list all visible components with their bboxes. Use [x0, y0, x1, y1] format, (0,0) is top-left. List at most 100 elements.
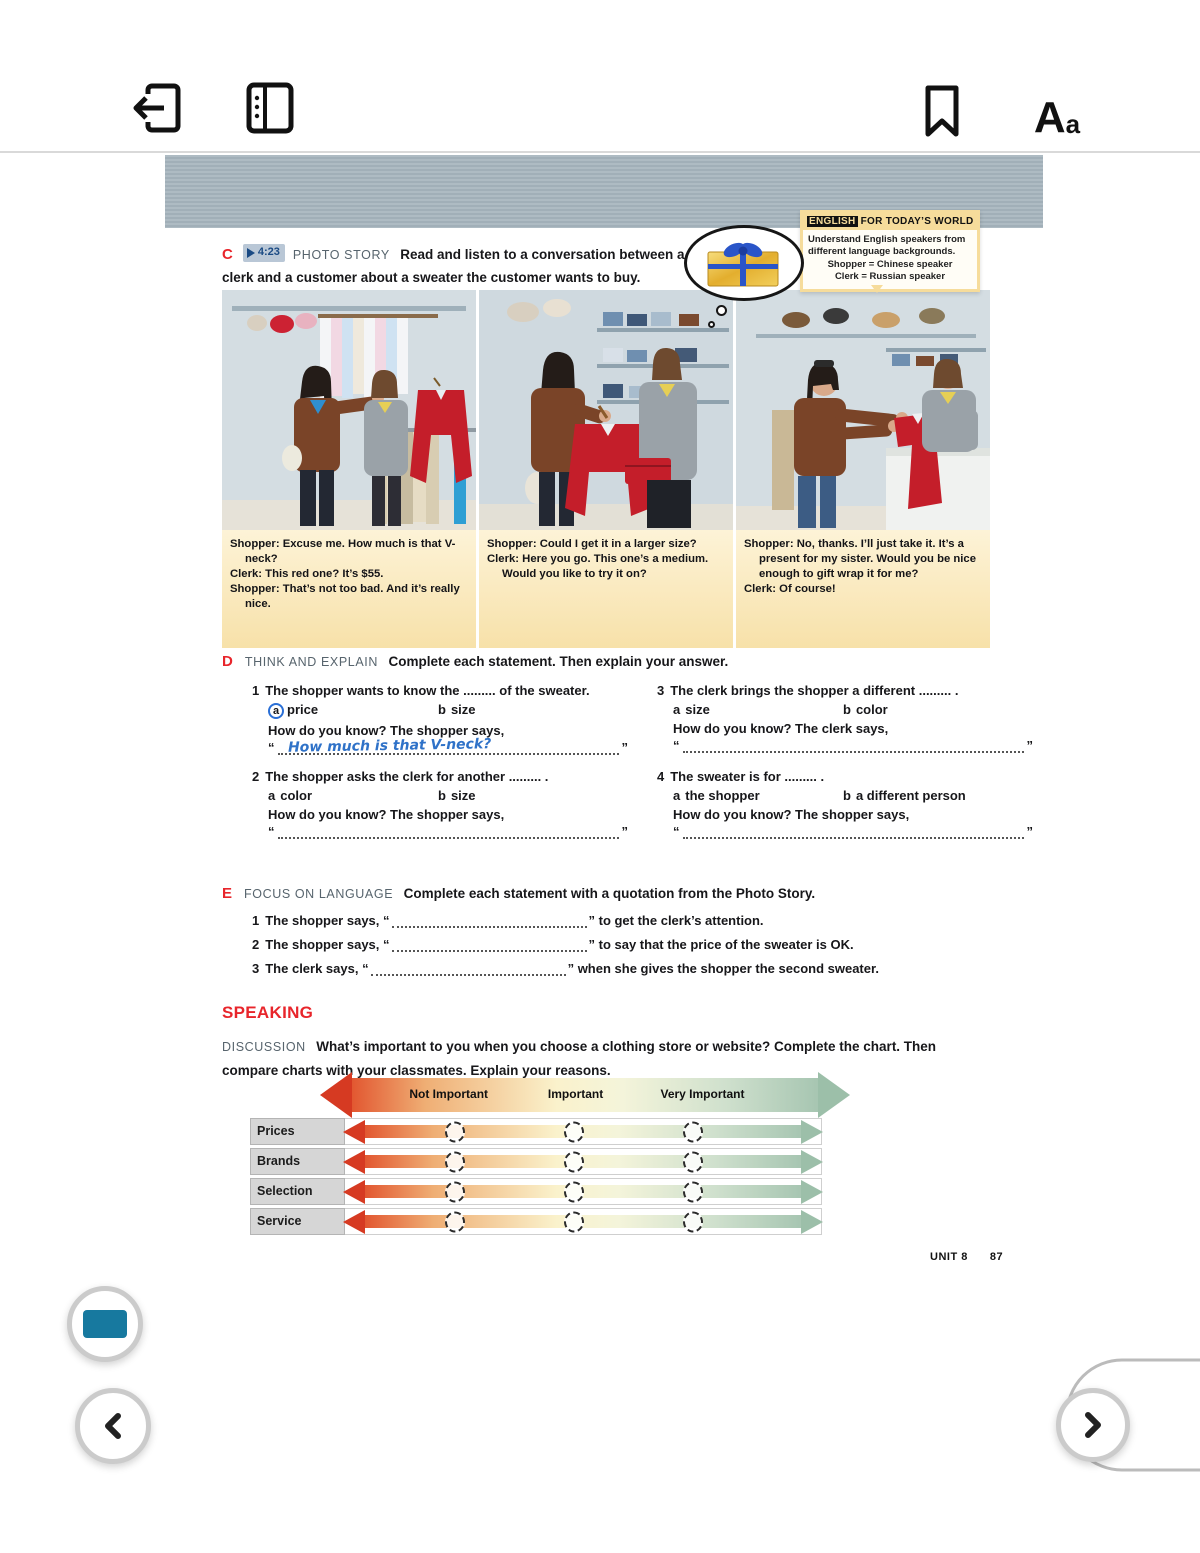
section-d-questions: 1 The shopper wants to know the .........… — [252, 683, 1042, 839]
option-a[interactable]: a — [673, 788, 681, 803]
brands-very-important-circle[interactable] — [683, 1151, 703, 1172]
thought-bubble-trail-1 — [716, 305, 727, 316]
importance-chart: Not Important Important Very Important P… — [250, 1072, 850, 1238]
chevron-left-icon — [105, 1413, 121, 1439]
discussion-instructions: What’s important to you when you choose … — [222, 1039, 937, 1078]
caption-panel-3: Shopper: No, thanks. I’ll just take it. … — [736, 530, 990, 648]
service-very-important-circle[interactable] — [683, 1211, 703, 1232]
selection-not-important-circle[interactable] — [445, 1181, 466, 1202]
section-c-heading: PHOTO STORY — [292, 248, 390, 262]
photo2-clerk — [625, 347, 697, 528]
unit-label: UNIT 8 — [930, 1251, 968, 1263]
prices-very-important-circle[interactable] — [683, 1121, 703, 1142]
service-important-circle[interactable] — [564, 1211, 585, 1232]
section-d-instructions: Complete each statement. Then explain yo… — [388, 654, 729, 669]
column-important: Important — [547, 1087, 604, 1101]
chart-row-brands: Brands — [250, 1148, 825, 1175]
service-not-important-circle[interactable] — [445, 1211, 466, 1232]
table-of-contents-icon[interactable] — [246, 82, 296, 139]
font-size-letter-small: a — [1065, 108, 1081, 139]
audio-play-button[interactable]: 4:23 — [242, 244, 285, 262]
page-number: 87 — [989, 1251, 1004, 1263]
option-a[interactable]: a — [268, 788, 276, 803]
e-item-1: 1 The shopper says, “” to get the clerk’s… — [252, 913, 764, 928]
option-b[interactable]: b — [438, 788, 446, 803]
photo2-shopper — [525, 351, 611, 526]
answer-blank: How much is that V-neck? — [277, 736, 619, 756]
section-d-letter: D — [222, 653, 233, 670]
note-box-key2: Clerk = Russian speaker — [834, 271, 946, 283]
section-c: C 4:23 PHOTO STORY Read and listen to a co… — [222, 243, 700, 289]
section-c-letter: C — [222, 246, 233, 263]
brands-not-important-circle[interactable] — [445, 1151, 466, 1172]
option-a[interactable]: a — [673, 702, 681, 717]
prices-important-circle[interactable] — [564, 1121, 585, 1142]
audio-track-label: 4:23 — [257, 246, 280, 259]
prices-not-important-circle[interactable] — [445, 1121, 466, 1142]
selection-very-important-circle[interactable] — [683, 1181, 703, 1202]
speaking-title: SPEAKING — [222, 1003, 314, 1022]
column-not-important: Not Important — [409, 1087, 489, 1101]
section-e-items: 1 The shopper says, “” to get the clerk’s… — [252, 913, 1032, 985]
e-item-3: 3 The clerk says, “” when she gives the s… — [252, 961, 879, 976]
photo-2-showing-sweater — [479, 290, 733, 530]
photo-1-store-rack — [222, 290, 476, 530]
section-e-letter: E — [222, 885, 233, 902]
font-size-letter-big: A — [1033, 93, 1066, 143]
selection-important-circle[interactable] — [564, 1181, 585, 1202]
page-footer: UNIT 8 87 — [930, 1251, 1003, 1263]
discussion-label: DISCUSSION — [222, 1040, 306, 1054]
gift-box-illustration — [707, 242, 779, 287]
thought-bubble-trail-2 — [708, 321, 715, 328]
thought-bubble-oval — [684, 225, 804, 301]
photo-story-captions: Shopper: Excuse me. How much is that V-n… — [222, 530, 990, 648]
option-b[interactable]: b — [843, 788, 851, 803]
arrow-left-head — [320, 1072, 352, 1118]
arrow-right-head — [818, 1072, 850, 1118]
e-item-2: 2 The shopper says, “” to say that the pr… — [252, 937, 854, 952]
chart-row-service: Service — [250, 1208, 825, 1235]
book-page: ENGLISH FOR TODAY’S WORLD Understand Eng… — [160, 153, 1045, 1278]
page-thumbnail-icon — [83, 1310, 127, 1338]
brands-important-circle[interactable] — [564, 1151, 585, 1172]
answer-blank — [277, 826, 619, 839]
question-1: 1 The shopper wants to know the .........… — [252, 683, 628, 756]
section-e-instructions: Complete each statement with a quotation… — [403, 886, 816, 901]
caption-panel-2: Shopper: Could I get it in a larger size… — [479, 530, 733, 648]
chart-row-selection: Selection — [250, 1178, 825, 1205]
quotation-blank — [391, 939, 587, 952]
page-position-button[interactable] — [67, 1286, 143, 1362]
question-3: 3 The clerk brings the shopper a differen… — [657, 683, 1033, 753]
section-d-header: D THINK AND EXPLAIN Complete each stateme… — [222, 653, 728, 671]
bookmark-icon[interactable] — [922, 84, 962, 143]
column-very-important: Very Important — [660, 1087, 745, 1101]
caption-panel-1: Shopper: Excuse me. How much is that V-n… — [222, 530, 476, 648]
photo1-clerk — [364, 369, 408, 526]
section-e-header: E FOCUS ON LANGUAGE Complete each stateme… — [222, 885, 815, 903]
answer-blank — [682, 740, 1024, 753]
photo-story-panels — [222, 290, 990, 530]
chevron-right-icon — [1085, 1412, 1101, 1438]
play-icon — [246, 248, 255, 258]
note-box-title: ENGLISH FOR TODAY’S WORLD — [803, 213, 977, 230]
option-b[interactable]: b — [438, 702, 446, 717]
answer-blank — [682, 826, 1024, 839]
photo3-shopper — [794, 360, 908, 528]
question-2: 2 The shopper asks the clerk for another … — [252, 769, 628, 839]
chart-header-arrow: Not Important Important Very Important — [320, 1072, 850, 1118]
section-c-instructions: Read and listen to a conversation betwee… — [222, 247, 685, 286]
note-box-body: Understand English speakers from differe… — [808, 234, 966, 258]
section-e-heading: FOCUS ON LANGUAGE — [244, 887, 394, 901]
question-4: 4 The sweater is for ......... . a the sho… — [657, 769, 1033, 839]
previous-page-button[interactable] — [75, 1388, 151, 1464]
option-a-circled[interactable]: a — [268, 703, 284, 719]
next-page-button[interactable] — [1056, 1388, 1130, 1462]
photo3-clerk — [922, 358, 978, 452]
exit-reader-icon[interactable] — [130, 80, 184, 141]
option-b[interactable]: b — [843, 702, 851, 717]
note-box-key1: Shopper = Chinese speaker — [827, 258, 953, 270]
discussion-block: DISCUSSION What’s important to you when … — [222, 1035, 962, 1083]
quotation-blank — [391, 915, 587, 928]
english-for-todays-world-box: ENGLISH FOR TODAY’S WORLD Understand Eng… — [800, 210, 980, 294]
